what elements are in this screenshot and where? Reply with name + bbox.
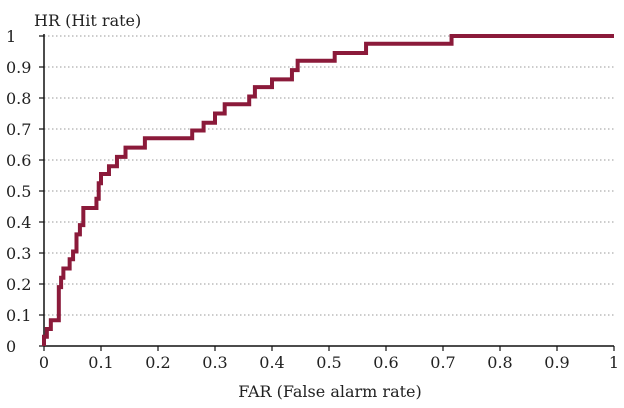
y-tick-label: 0.4 [6,213,31,232]
y-tick-label: 0.1 [6,306,31,325]
x-tick-label: 0.1 [88,353,113,372]
x-axis-title: FAR (False alarm rate) [238,382,422,401]
x-tick-label: 0.8 [487,353,512,372]
x-tick-label: 0.3 [202,353,227,372]
roc-curve-line [42,34,614,346]
x-tick-label: 0.9 [544,353,569,372]
x-tick-label: 0.4 [259,353,284,372]
x-tick-label: 0.6 [373,353,398,372]
x-tick-label: 0.7 [430,353,455,372]
y-tick-label: 0.2 [6,275,31,294]
y-tick-label: 1 [6,27,16,46]
y-tick-label: 0.5 [6,182,31,201]
x-tick-label: 0.2 [145,353,170,372]
x-axis-ticks: 0 0.1 0.2 0.3 0.4 0.5 0.6 0.7 0.8 0.9 1 [39,346,619,372]
x-tick-label: 0.5 [316,353,341,372]
y-tick-label: 0 [6,337,16,356]
gridlines [44,35,614,316]
y-tick-label: 0.9 [6,58,31,77]
x-tick-label: 0 [39,353,49,372]
y-axis-title: HR (Hit rate) [34,11,141,30]
y-tick-label: 0.3 [6,244,31,263]
y-tick-label: 0.8 [6,89,31,108]
y-tick-label: 0.6 [6,151,31,170]
x-tick-label: 1 [609,353,619,372]
y-tick-label: 0.7 [6,120,31,139]
y-axis-ticks: 0 0.1 0.2 0.3 0.4 0.5 0.6 0.7 0.8 0.9 1 [6,27,44,356]
